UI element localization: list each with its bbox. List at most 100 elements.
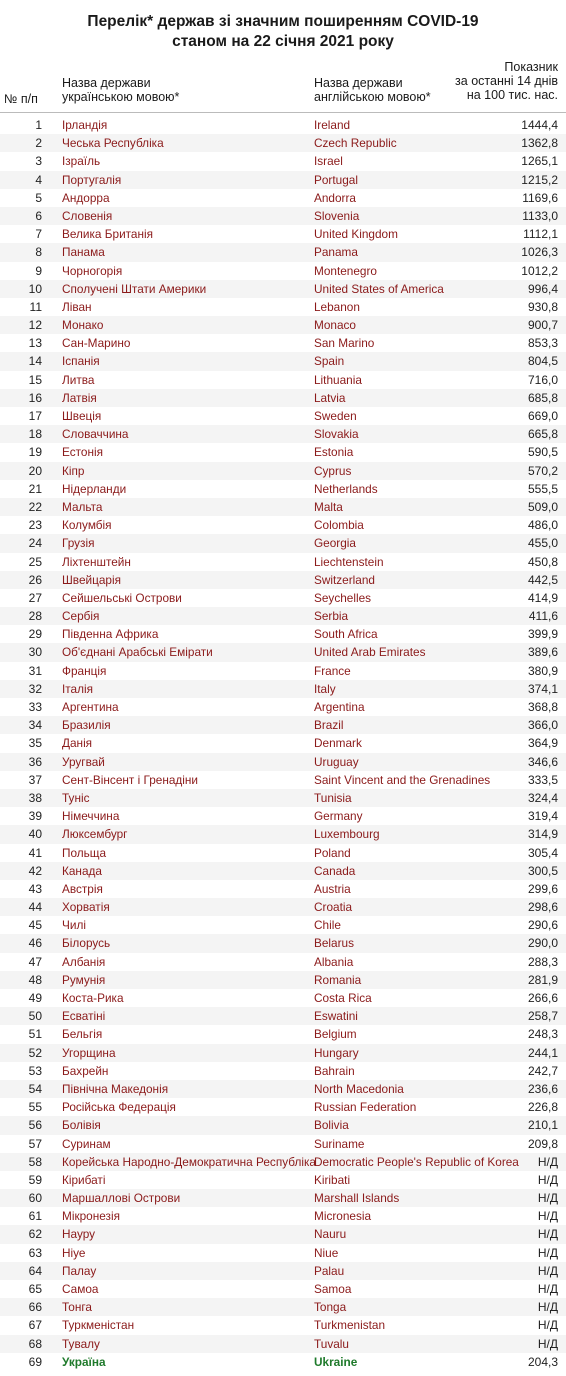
table-row: 64 Палау Palau Н/Д <box>0 1261 566 1280</box>
table-row: 42 Канада Canada 300,5 <box>0 861 566 880</box>
row-number: 54 <box>28 1081 42 1096</box>
country-name-english: Poland <box>314 845 351 860</box>
country-name-ukrainian: Люксембург <box>62 827 128 842</box>
country-name-english: Bahrain <box>314 1063 355 1078</box>
country-name-ukrainian: Словенія <box>62 208 113 223</box>
incidence-value: 288,3 <box>527 954 558 969</box>
country-name-ukrainian: Колумбія <box>62 518 112 533</box>
country-name-english: Georgia <box>314 536 356 551</box>
country-name-english: Andorra <box>314 190 356 205</box>
country-name-english: Niue <box>314 1245 339 1260</box>
country-name-ukrainian: Франція <box>62 663 107 678</box>
incidence-value: 209,8 <box>527 1136 558 1151</box>
country-name-english: Nauru <box>314 1227 347 1242</box>
incidence-value: Н/Д <box>537 1191 558 1206</box>
incidence-value: 1265,1 <box>521 154 558 169</box>
column-header-ukrainian-line-2: українською мовою* <box>62 90 180 104</box>
country-name-english: Eswatini <box>314 1009 358 1024</box>
row-number: 57 <box>28 1136 42 1151</box>
country-name-english: South Africa <box>314 627 378 642</box>
table-row: 13 Сан-Марино San Marino 853,3 <box>0 334 566 352</box>
incidence-value: 290,0 <box>527 936 558 951</box>
country-name-ukrainian: Італія <box>62 681 94 696</box>
country-name-ukrainian: Монако <box>62 318 104 333</box>
table-row: 9 Чорногорія Montenegro 1012,2 <box>0 262 566 280</box>
table-row: 34 Бразилія Brazil 366,0 <box>0 716 566 735</box>
row-number: 27 <box>28 590 42 605</box>
incidence-value: 399,9 <box>527 627 558 642</box>
table-row: 22 Мальта Malta 509,0 <box>0 497 566 517</box>
country-name-english: Hungary <box>314 1045 359 1060</box>
row-number: 12 <box>28 318 42 333</box>
country-name-ukrainian: Латвія <box>62 390 97 405</box>
table-row: 63 Ніуе Niue Н/Д <box>0 1244 566 1262</box>
row-number: 30 <box>28 645 42 660</box>
row-number: 51 <box>28 1027 42 1042</box>
country-name-english: Austria <box>314 881 351 896</box>
table-row: 40 Люксембург Luxembourg 314,9 <box>0 825 566 844</box>
column-header-ukrainian-line-1: Назва держави <box>62 76 151 90</box>
country-name-english: Colombia <box>314 518 364 533</box>
country-name-ukrainian: Туніс <box>62 790 90 805</box>
table-row: 31 Франція France 380,9 <box>0 662 566 680</box>
table-row: 12 Монако Monaco 900,7 <box>0 316 566 335</box>
column-header-indicator: Показник за останні 14 днів на 100 тис. … <box>398 60 558 102</box>
row-number: 43 <box>28 881 42 896</box>
country-name-english: Turkmenistan <box>314 1318 386 1333</box>
row-number: 37 <box>28 772 42 787</box>
country-name-english: France <box>314 663 351 678</box>
table-row: 56 Болівія Bolivia 210,1 <box>0 1116 566 1135</box>
country-name-ukrainian: Сполучені Штати Америки <box>62 281 207 296</box>
country-name-ukrainian: Північна Македонія <box>62 1081 169 1096</box>
row-number: 55 <box>28 1100 42 1115</box>
country-name-english: Panama <box>314 245 358 260</box>
country-name-ukrainian: Чилі <box>62 918 86 933</box>
country-name-ukrainian: Бахрейн <box>62 1063 109 1078</box>
row-number: 34 <box>28 718 42 733</box>
country-name-ukrainian: Грузія <box>62 536 95 551</box>
incidence-value: 389,6 <box>527 645 558 660</box>
row-number: 41 <box>28 845 42 860</box>
incidence-value: 298,6 <box>527 900 558 915</box>
country-name-english: Israel <box>314 154 343 169</box>
column-header-indicator-line-3: на 100 тис. нас. <box>466 88 558 102</box>
table-row: 50 Есватіні Eswatini 258,7 <box>0 1007 566 1026</box>
row-number: 1 <box>35 118 42 132</box>
table-row: 33 Аргентина Argentina 368,8 <box>0 698 566 716</box>
country-name-english: Monaco <box>314 318 356 333</box>
country-name-ukrainian: Самоа <box>62 1282 99 1296</box>
table-row: 52 Угорщина Hungary 244,1 <box>0 1043 566 1062</box>
row-number: 16 <box>28 390 42 405</box>
table-row: 53 Бахрейн Bahrain 242,7 <box>0 1062 566 1080</box>
title-line-2: станом на 22 січня 2021 року <box>172 33 394 50</box>
incidence-value: 266,6 <box>527 991 558 1005</box>
table-row: 2 Чеська Республіка Czech Republic 1362,8 <box>0 134 566 153</box>
row-number: 15 <box>28 372 42 387</box>
table-row: 18 Словаччина Slovakia 665,8 <box>0 425 566 444</box>
incidence-value: 324,4 <box>527 790 558 805</box>
table-row: 5 Андорра Andorra 1169,6 <box>0 189 566 207</box>
country-name-ukrainian: Іспанія <box>62 354 100 369</box>
row-number: 24 <box>28 536 42 551</box>
country-name-english: Liechtenstein <box>314 554 384 569</box>
incidence-value: 204,3 <box>527 1354 558 1369</box>
table-row: 26 Швейцарія Switzerland 442,5 <box>0 570 566 589</box>
country-name-ukrainian: Науру <box>62 1227 96 1242</box>
country-name-ukrainian: Уругвай <box>62 754 105 769</box>
table-row: 35 Данія Denmark 364,9 <box>0 734 566 752</box>
country-name-ukrainian: Білорусь <box>62 936 111 951</box>
country-name-english: Chile <box>314 918 341 933</box>
country-name-ukrainian: Ірландія <box>62 118 108 132</box>
country-name-english: Tuvalu <box>314 1336 349 1351</box>
country-name-ukrainian: Ізраїль <box>62 154 101 169</box>
country-name-ukrainian: Естонія <box>62 445 103 460</box>
incidence-value: Н/Д <box>537 1172 558 1187</box>
row-number: 31 <box>28 663 42 678</box>
country-name-ukrainian: Швеція <box>62 409 102 423</box>
country-name-english: Tonga <box>314 1300 347 1315</box>
column-header-indicator-line-2: за останні 14 днів <box>455 74 558 88</box>
country-name-ukrainian: Швейцарія <box>62 572 121 587</box>
table-row: 46 Білорусь Belarus 290,0 <box>0 934 566 953</box>
row-number: 56 <box>28 1118 42 1133</box>
row-number: 21 <box>28 481 42 496</box>
